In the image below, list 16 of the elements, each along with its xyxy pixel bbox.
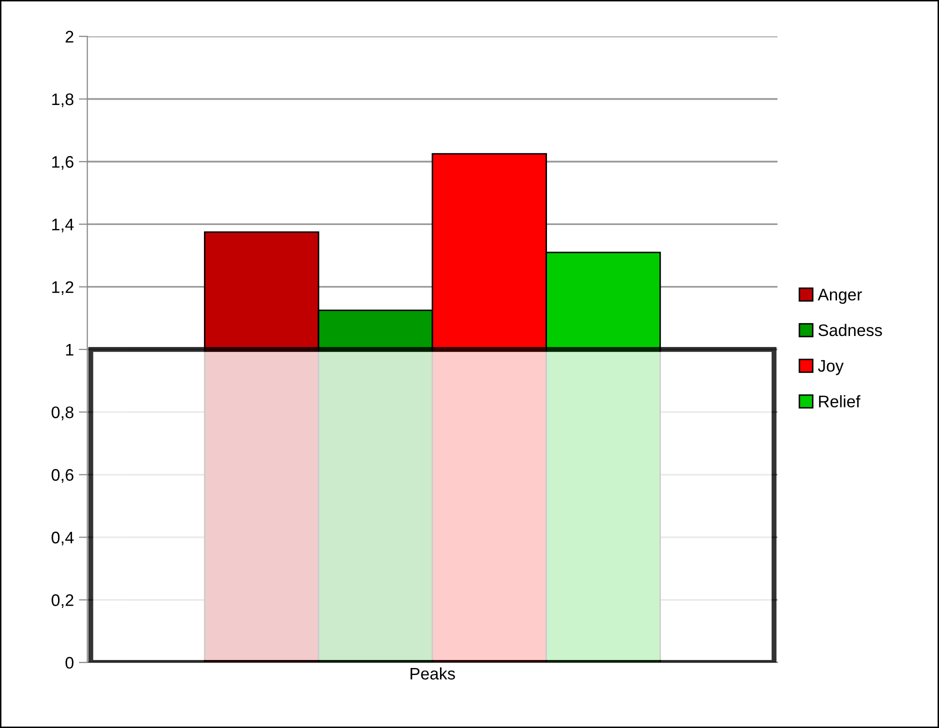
y-tick-label: 0,8 bbox=[52, 406, 74, 420]
y-tick-label: 1 bbox=[66, 344, 74, 356]
y-tick-label: 0,4 bbox=[52, 532, 74, 546]
y-tick-label: 1,4 bbox=[52, 218, 74, 232]
x-tick-label: Peaks bbox=[410, 667, 455, 680]
y-tick-label: 1,6 bbox=[52, 156, 74, 170]
y-tick-label: 0,2 bbox=[52, 594, 74, 608]
y-tick-label: 0 bbox=[66, 656, 74, 669]
legend-label: Joy bbox=[818, 360, 844, 376]
y-tick-label: 1,8 bbox=[52, 93, 74, 108]
legend-label: Anger bbox=[818, 288, 862, 304]
y-tick-label: 0,6 bbox=[52, 469, 74, 483]
y-tick-label: 2 bbox=[66, 30, 74, 42]
legend-label: Relief bbox=[819, 395, 860, 408]
legend-label: Sadness bbox=[818, 324, 882, 336]
y-tick-label: 1,2 bbox=[52, 281, 74, 296]
